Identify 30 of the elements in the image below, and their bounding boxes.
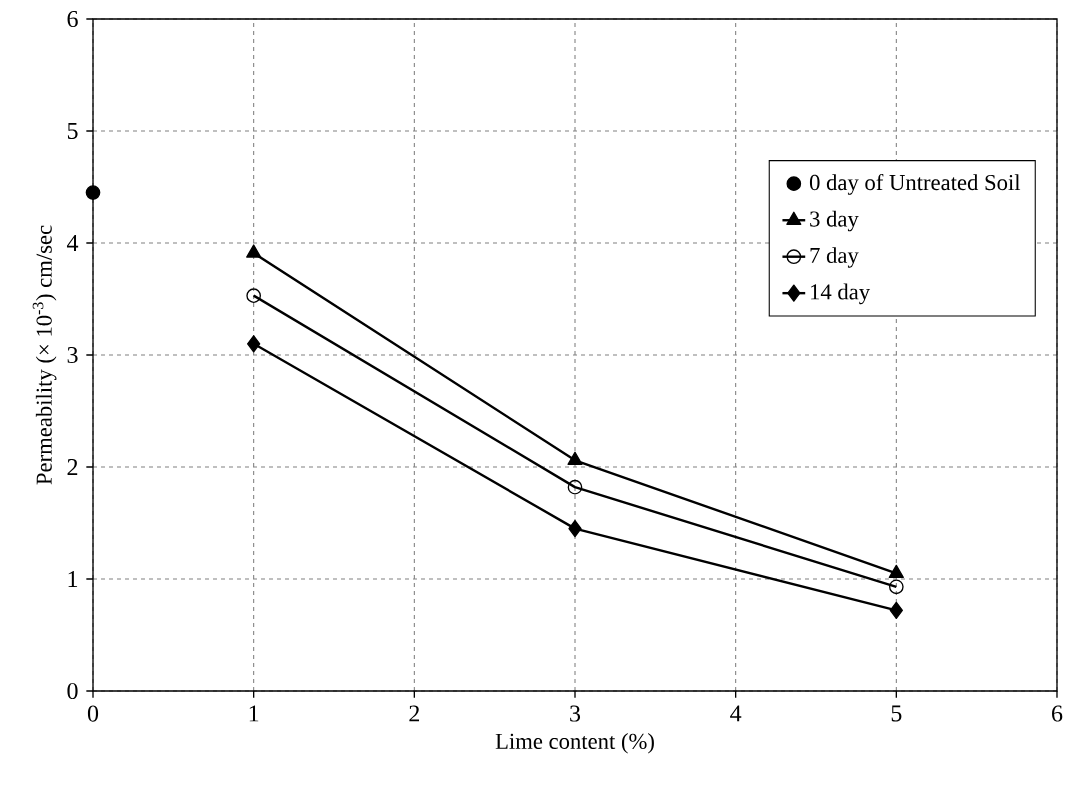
point <box>567 451 583 465</box>
x-tick-label: 2 <box>409 705 420 722</box>
y-axis-title: Permeability (× 10$^{-3}$) cm/sec <box>32 225 57 485</box>
point <box>246 244 262 258</box>
point <box>888 579 904 595</box>
y-tick-label: 0 <box>67 682 78 700</box>
x-tick-label: 6 <box>1052 705 1063 722</box>
legend-label: 14 day <box>811 283 871 305</box>
x-tick-label: 5 <box>891 705 902 722</box>
x-tick-label: 0 <box>87 705 99 722</box>
point <box>567 479 583 495</box>
y-tick-label: 1 <box>68 571 78 587</box>
point <box>888 564 904 579</box>
y-tick-label: 2 <box>67 459 78 475</box>
point <box>247 335 261 353</box>
y-tick-label: 4 <box>66 235 79 251</box>
legend-label: 7 day <box>810 247 859 268</box>
point <box>568 519 582 538</box>
point <box>889 601 903 620</box>
x-tick-label: 4 <box>730 705 742 722</box>
point <box>246 288 261 303</box>
y-tick-label: 5 <box>67 123 78 139</box>
legend-label: 0 day of Untreated Soil <box>809 173 1021 195</box>
x-tick-label: 1 <box>249 705 259 722</box>
point <box>85 185 101 200</box>
y-tick-label: 3 <box>67 346 78 364</box>
x-tick-label: 3 <box>570 705 581 722</box>
legend-label: 3 day <box>810 210 859 232</box>
x-axis-title: Lime content (%) <box>495 733 654 754</box>
y-tick-label: 6 <box>67 10 78 28</box>
